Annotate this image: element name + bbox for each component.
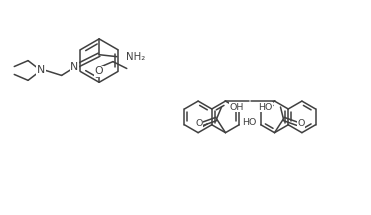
Text: O: O [195, 119, 203, 128]
Text: NH₂: NH₂ [126, 52, 145, 62]
Text: O: O [298, 119, 305, 128]
Text: HO: HO [243, 118, 257, 127]
Text: N: N [70, 61, 79, 72]
Text: OH: OH [243, 118, 257, 127]
Text: O: O [95, 66, 104, 77]
Text: HO: HO [258, 103, 273, 112]
Text: OH: OH [229, 103, 244, 112]
Text: N: N [37, 66, 45, 75]
